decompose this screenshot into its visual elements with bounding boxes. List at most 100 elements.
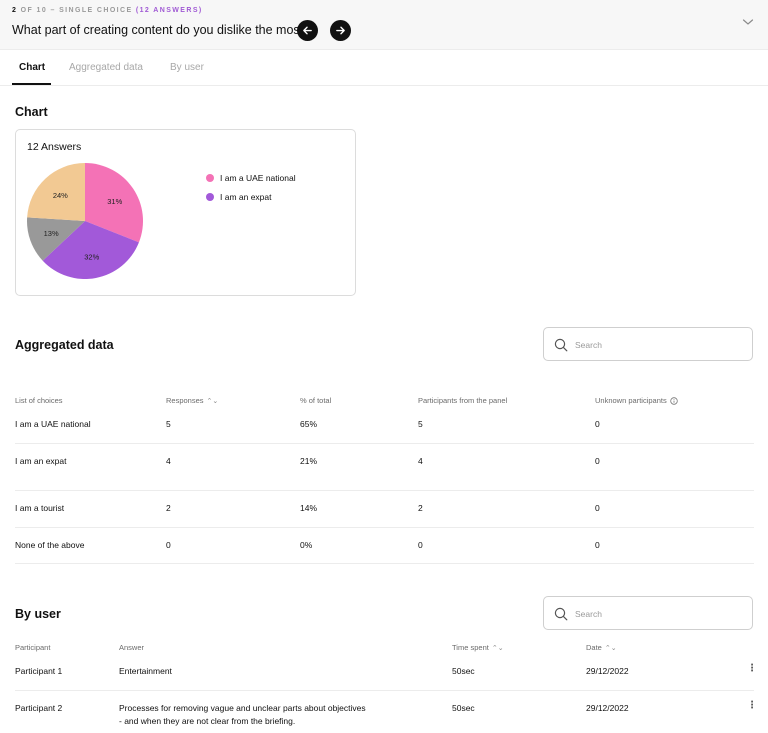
tab-chart[interactable]: Chart <box>19 62 46 73</box>
legend-label: I am a UAE national <box>220 172 296 183</box>
answers-count: (12 ANSWERS) <box>135 7 203 14</box>
cell-percent: 0% <box>300 540 313 550</box>
cell-panel: 0 <box>418 540 423 550</box>
arrow-left-icon <box>303 26 312 35</box>
chevron-down-icon[interactable] <box>742 17 754 27</box>
sort-icon[interactable]: ⌃⌄ <box>206 397 219 405</box>
cell-unknown: 0 <box>595 540 600 550</box>
chart-card: 12 Answers 31% 32% 13% 24% I am a UAE natio… <box>15 129 356 296</box>
cell-date: 29/12/2022 <box>586 703 629 713</box>
legend-swatch <box>206 192 214 201</box>
row-divider <box>15 563 754 564</box>
legend-item-uae-national: I am a UAE national <box>206 168 296 187</box>
legend-item-expat: I am an expat <box>206 187 296 206</box>
arrow-right-icon <box>336 26 345 35</box>
pie-chart: 31% 32% 13% 24% <box>27 163 143 279</box>
next-question-button[interactable] <box>330 20 351 41</box>
aggregated-section-title: Aggregated data <box>15 338 114 352</box>
column-label: Time spent <box>452 643 489 652</box>
cell-responses: 2 <box>166 503 171 513</box>
cell-choice: I am a tourist <box>15 503 65 513</box>
aggregated-search <box>543 327 753 361</box>
question-position: 2 <box>12 7 18 14</box>
row-divider <box>15 690 754 691</box>
column-header-responses[interactable]: Responses ⌃⌄ <box>166 396 218 405</box>
legend-swatch <box>206 173 214 182</box>
info-icon[interactable] <box>670 396 678 405</box>
cell-unknown: 0 <box>595 503 600 513</box>
cell-percent: 21% <box>300 456 318 466</box>
row-divider <box>15 527 754 528</box>
row-menu-icon[interactable]: ⋮ <box>747 700 757 711</box>
cell-choice: I am an expat <box>15 456 67 466</box>
by-user-section-title: By user <box>15 607 61 621</box>
question-count: OF 10 <box>20 7 48 14</box>
tab-by-user[interactable]: By user <box>170 62 204 73</box>
cell-choice: I am a UAE national <box>15 419 91 429</box>
column-label: Participant <box>15 643 51 652</box>
cell-participant: Participant 2 <box>15 703 63 713</box>
cell-panel: 5 <box>418 419 423 429</box>
row-divider <box>15 443 754 444</box>
search-icon <box>554 607 568 621</box>
question-type: – SINGLE CHOICE <box>50 7 133 14</box>
pie-slice-label: 31% <box>107 197 122 206</box>
legend-label: I am an expat <box>220 191 272 202</box>
cell-participant: Participant 1 <box>15 666 63 676</box>
pie-slice-label: 32% <box>84 252 99 261</box>
column-header-answer: Answer <box>119 643 144 652</box>
chart-title: 12 Answers <box>27 141 82 153</box>
cell-answer: Processes for removing vague and unclear… <box>119 703 366 713</box>
column-label: Date <box>586 643 602 652</box>
cell-percent: 65% <box>300 419 318 429</box>
by-user-search <box>543 596 753 630</box>
cell-responses: 0 <box>166 540 171 550</box>
pie-slice <box>27 217 85 261</box>
column-header-participant: Participant <box>15 643 50 652</box>
cell-choice: None of the above <box>15 540 85 550</box>
tab-aggregated-data[interactable]: Aggregated data <box>69 62 143 73</box>
cell-panel: 2 <box>418 503 423 513</box>
cell-unknown: 0 <box>595 419 600 429</box>
cell-responses: 4 <box>166 456 171 466</box>
cell-answer-continued: - and when they are not clear from the b… <box>119 716 296 726</box>
chart-section-title: Chart <box>15 105 48 119</box>
pie-slice <box>27 163 85 221</box>
cell-date: 29/12/2022 <box>586 666 629 676</box>
column-label: Participants from the panel <box>418 396 508 405</box>
column-label: List of choices <box>15 396 63 405</box>
row-menu-icon[interactable]: ⋮ <box>747 663 757 674</box>
cell-time-spent: 50sec <box>452 703 475 713</box>
view-tabs: Chart Aggregated data By user <box>0 50 768 86</box>
sort-icon[interactable]: ⌃⌄ <box>491 644 504 652</box>
column-header-choices: List of choices <box>15 396 63 405</box>
column-header-unknown: Unknown participants <box>595 396 678 405</box>
cell-answer: Entertainment <box>119 666 172 676</box>
question-header: 2 OF 10 – SINGLE CHOICE (12 ANSWERS) Wha… <box>0 0 768 50</box>
pie-slice-label: 13% <box>44 229 59 238</box>
aggregated-search-input[interactable] <box>575 336 740 353</box>
column-header-date[interactable]: Date ⌃⌄ <box>586 643 617 652</box>
pie-slice-label: 24% <box>53 191 68 200</box>
cell-responses: 5 <box>166 419 171 429</box>
cell-time-spent: 50sec <box>452 666 475 676</box>
active-tab-indicator <box>12 83 51 85</box>
previous-question-button[interactable] <box>297 20 318 41</box>
column-header-panel: Participants from the panel <box>418 396 507 405</box>
search-icon <box>554 338 568 352</box>
column-label: % of total <box>300 396 332 405</box>
chart-legend: I am a UAE national I am an expat <box>206 168 296 206</box>
cell-percent: 14% <box>300 503 318 513</box>
cell-unknown: 0 <box>595 456 600 466</box>
by-user-search-input[interactable] <box>575 605 740 622</box>
column-header-percent: % of total <box>300 396 331 405</box>
question-title: What part of creating content do you dis… <box>12 23 311 37</box>
question-meta: 2 OF 10 – SINGLE CHOICE (12 ANSWERS) <box>12 7 203 14</box>
pie-slice <box>85 163 143 243</box>
column-label: Unknown participants <box>595 396 667 405</box>
pie-slice <box>42 221 139 279</box>
column-label: Responses <box>166 396 204 405</box>
sort-icon[interactable]: ⌃⌄ <box>604 644 617 652</box>
column-header-time-spent[interactable]: Time spent ⌃⌄ <box>452 643 504 652</box>
row-divider <box>15 490 754 491</box>
